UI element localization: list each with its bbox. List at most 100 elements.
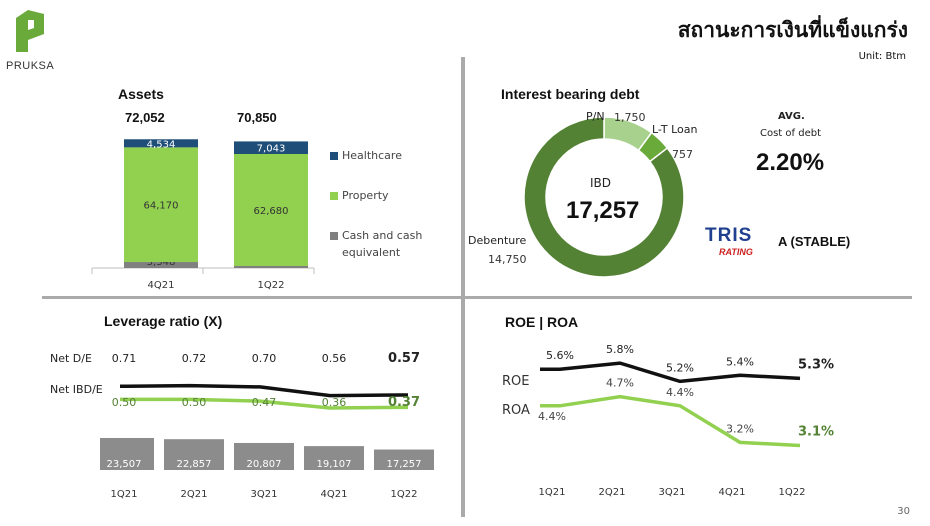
horizontal-divider — [42, 296, 912, 299]
legend-swatch-property — [330, 192, 338, 200]
leverage-debt-bar — [164, 439, 224, 470]
leverage-point-label: 0.36 — [322, 396, 347, 409]
leverage-x-tick-label: 3Q21 — [251, 489, 278, 500]
leverage-debt-bar — [374, 449, 434, 470]
roe-roa-line-chart: 5.6% 5.8% 5.2% 5.4% 5.3% 4.4% 4.7% 4.4% 3.2% 3.1%… — [538, 343, 834, 498]
leverage-debt-bar-label: 20,807 — [247, 459, 282, 470]
vertical-divider — [461, 57, 465, 517]
legend-label-property: Property — [342, 189, 389, 202]
leverage-series-line — [120, 397, 408, 410]
ibd-title: Interest bearing debt — [501, 86, 640, 102]
ibd-donut-chart — [523, 116, 685, 278]
assets-title: Assets — [118, 86, 164, 102]
roe-roa-point-label: 5.3% — [798, 357, 834, 372]
roe-roa-series-line — [540, 394, 801, 448]
leverage-x-tick-label: 1Q21 — [111, 489, 138, 500]
assets-category-label: 1Q22 — [258, 280, 285, 291]
leverage-point-label: 0.50 — [182, 396, 207, 409]
ibd-value-ltloan: 757 — [672, 148, 693, 161]
ibd-label-debenture: Debenture — [468, 234, 527, 247]
assets-bar-segment — [124, 147, 198, 263]
leverage-debt-bar-label: 19,107 — [317, 459, 352, 470]
legend-swatch-healthcare — [330, 152, 338, 160]
roe-x-tick-label: 1Q22 — [779, 487, 806, 498]
leverage-debt-bar — [304, 446, 364, 470]
tris-logo-text: TRIS — [705, 225, 753, 246]
tris-rating-logo: TRIS RATING — [703, 225, 767, 260]
roe-roa-point-label: 4.4% — [666, 386, 694, 399]
assets-bar-value-label: 7,043 — [257, 144, 286, 155]
leverage-point-label: 0.56 — [322, 352, 347, 365]
leverage-point-label: 0.57 — [388, 351, 420, 366]
page-number: 30 — [897, 506, 910, 517]
rating-logo-text: RATING — [719, 247, 753, 257]
roe-x-tick-label: 2Q21 — [599, 487, 626, 498]
ibd-value-debenture: 14,750 — [488, 253, 527, 266]
ibd-center-value: 17,257 — [566, 197, 640, 224]
roe-roa-point-label: 3.2% — [726, 422, 754, 435]
assets-total-4q21: 72,052 — [125, 110, 165, 125]
legend-label-cash-line2: equivalent — [342, 246, 401, 259]
assets-bar-segment — [234, 141, 308, 154]
roe-series-label: ROE — [502, 374, 530, 389]
leverage-point-label: 0.71 — [112, 352, 137, 365]
legend-label-cash-line1: Cash and cash — [342, 229, 423, 242]
leverage-point-label: 0.37 — [388, 395, 420, 410]
roa-series-label: ROA — [502, 403, 530, 418]
roe-roa-point-label: 5.4% — [726, 355, 754, 368]
cost-of-debt-value: 2.20% — [756, 149, 825, 176]
assets-category-label: 4Q21 — [148, 280, 175, 291]
roe-roa-series-line — [540, 361, 801, 384]
assets-bar-segment — [124, 139, 198, 148]
roe-x-tick-label: 4Q21 — [719, 487, 746, 498]
leverage-point-label: 0.47 — [252, 396, 277, 409]
assets-bar-segment — [234, 265, 308, 268]
roe-roa-point-label: 4.7% — [606, 377, 634, 390]
leverage-x-tick-label: 1Q22 — [391, 489, 418, 500]
leverage-debt-bar-label: 23,507 — [107, 459, 142, 470]
page-title: สถานะการเงินที่แข็งแกร่ง — [677, 18, 908, 42]
legend-swatch-cash — [330, 232, 338, 240]
cost-of-debt-label: Cost of debt — [760, 128, 821, 139]
assets-total-1q22: 70,850 — [237, 110, 277, 125]
leverage-debt-bar-label: 17,257 — [387, 459, 422, 470]
ibd-center-label: IBD — [590, 176, 612, 190]
assets-bar-value-label: 64,170 — [144, 201, 179, 212]
leverage-series-line — [119, 383, 408, 398]
leverage-debt-bar-label: 22,857 — [177, 459, 212, 470]
legend-label-healthcare: Healthcare — [342, 149, 402, 162]
leverage-series-label-de: Net D/E — [50, 352, 92, 365]
leverage-line-chart: 0.71 0.72 0.70 0.56 0.57 0.50 0.50 0.47 0.36 0.37… — [100, 351, 434, 500]
leverage-title: Leverage ratio (X) — [104, 313, 223, 329]
brand-name: PRUKSA — [6, 60, 55, 72]
ibd-value-pn: 1,750 — [614, 111, 646, 124]
roe-roa-point-label: 5.2% — [666, 361, 694, 374]
unit-label: Unit: Btm — [858, 51, 906, 62]
leverage-x-tick-label: 2Q21 — [181, 489, 208, 500]
roe-roa-title: ROE | ROA — [505, 314, 579, 330]
leverage-point-label: 0.72 — [182, 352, 207, 365]
roe-roa-point-label: 3.1% — [798, 424, 834, 439]
leverage-debt-bar — [234, 442, 294, 470]
leverage-debt-bar — [100, 437, 154, 470]
leverage-series-label-ibde: Net IBD/E — [50, 383, 103, 396]
ibd-label-ltloan: L-T Loan — [652, 123, 698, 136]
assets-bar-segment — [234, 153, 308, 266]
leverage-point-label: 0.50 — [112, 396, 137, 409]
assets-bar-value-label: 4,534 — [147, 139, 176, 150]
roe-x-tick-label: 3Q21 — [659, 487, 686, 498]
assets-bar-segment — [124, 262, 198, 268]
assets-bar-value-label: 62,680 — [254, 206, 289, 217]
credit-rating: A (STABLE) — [778, 234, 851, 249]
roe-x-tick-label: 1Q21 — [539, 487, 566, 498]
roe-roa-point-label: 5.6% — [546, 349, 574, 362]
leverage-point-label: 0.70 — [252, 352, 277, 365]
pruksa-logo-icon — [16, 10, 44, 52]
ibd-donut-slice — [523, 116, 685, 278]
ibd-label-pn: P/N — [586, 110, 605, 123]
assets-bar-value-label: 3,348 — [147, 257, 176, 268]
leverage-x-tick-label: 4Q21 — [321, 489, 348, 500]
avg-label: AVG. — [778, 111, 805, 122]
roe-roa-point-label: 4.4% — [538, 410, 566, 423]
